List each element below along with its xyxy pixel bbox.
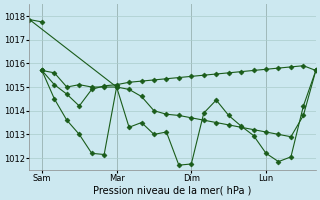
X-axis label: Pression niveau de la mer( hPa ): Pression niveau de la mer( hPa ) bbox=[93, 186, 252, 196]
